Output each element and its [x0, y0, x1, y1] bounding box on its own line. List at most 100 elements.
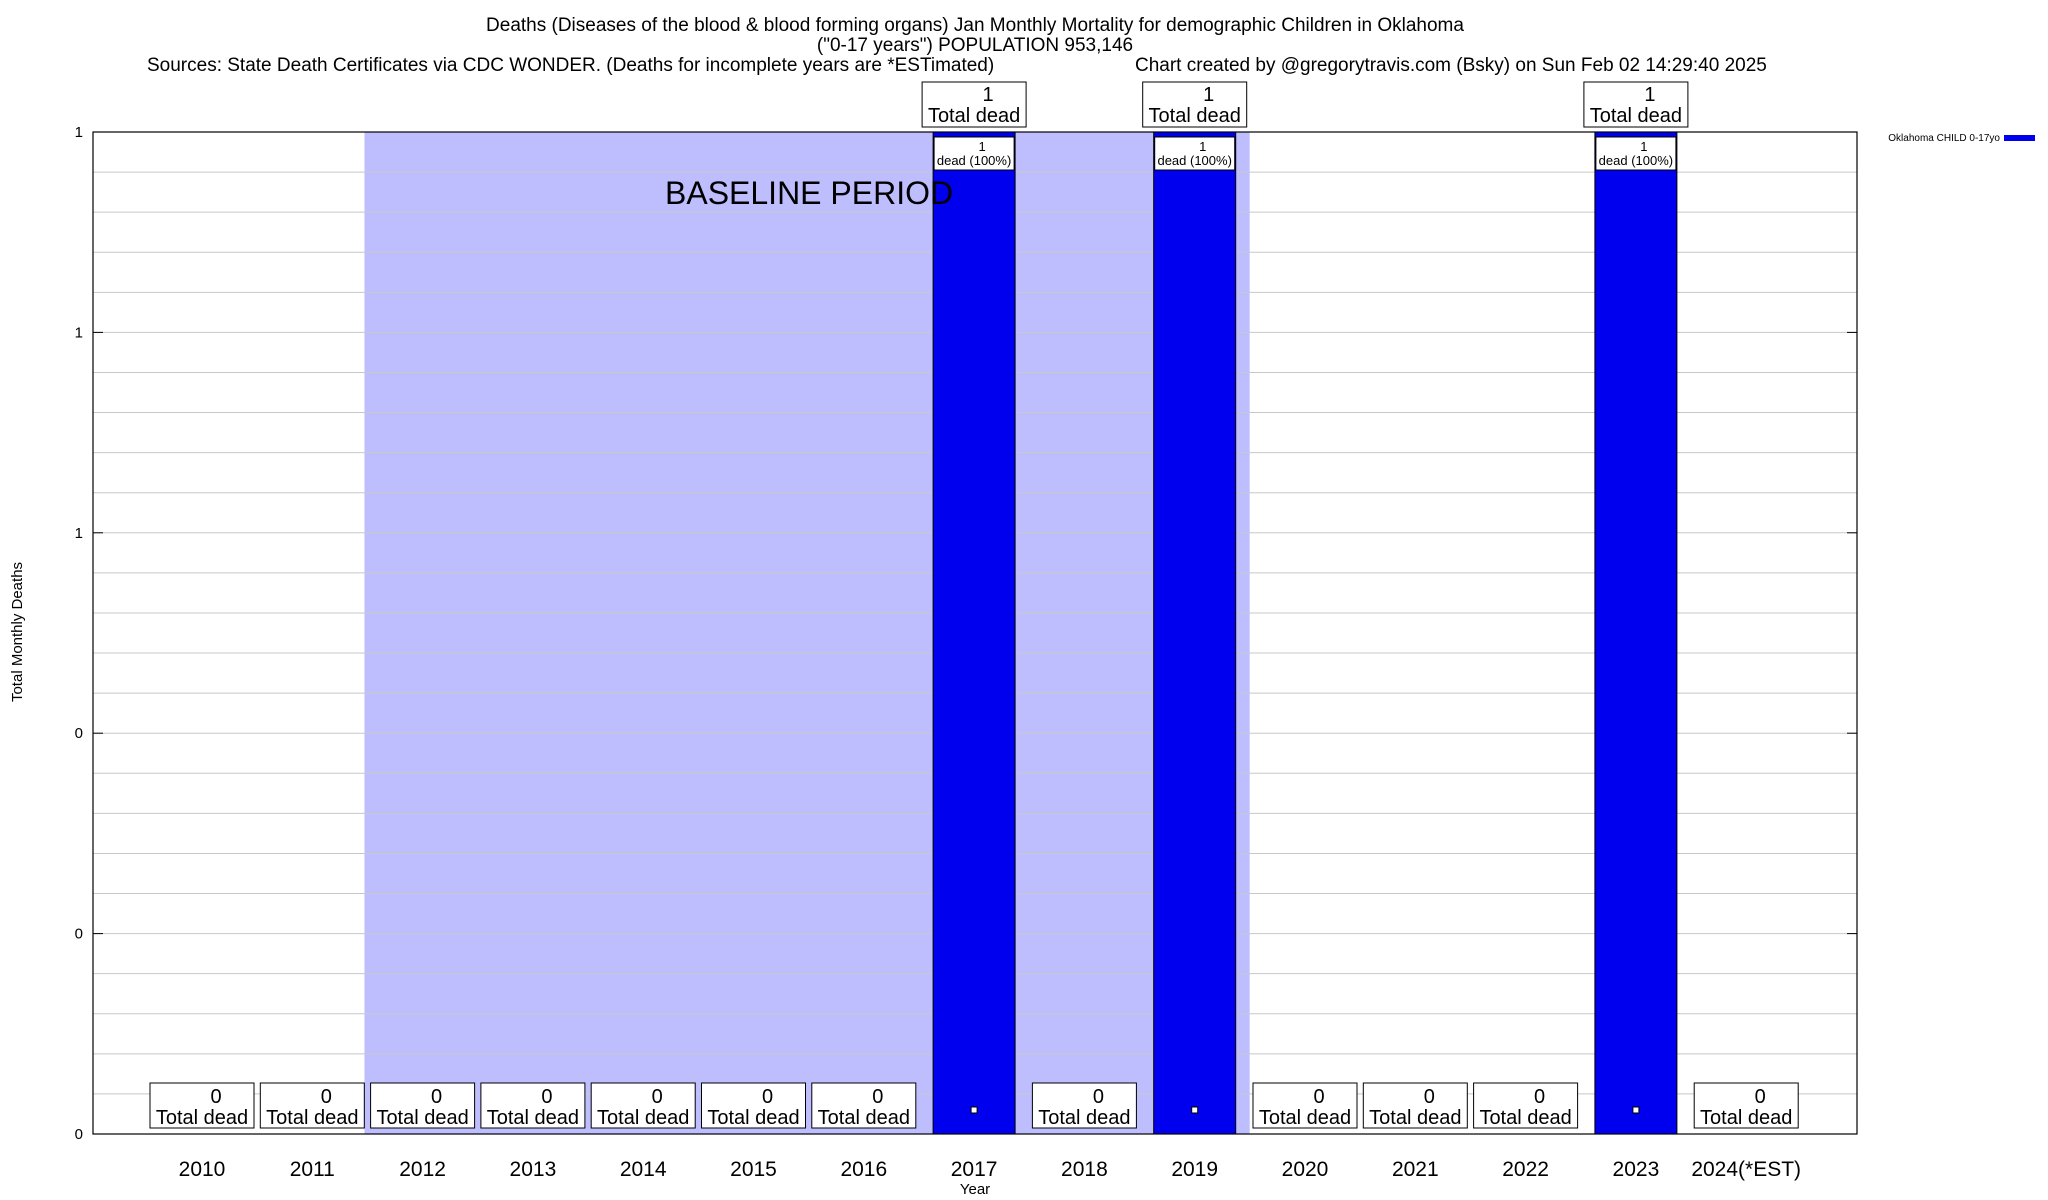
- bar-value: 1: [1640, 139, 1647, 154]
- baseline-period: [364, 132, 1250, 1134]
- total-label-box: [921, 81, 1027, 128]
- y-tick-label: 0: [75, 926, 83, 943]
- bar-2017: [932, 131, 1016, 1135]
- total-label-box: [1473, 1082, 1579, 1129]
- total-text: Total dead: [1590, 105, 1682, 127]
- total-label-box: [1362, 1082, 1468, 1129]
- y-tick-label: 1: [75, 324, 83, 341]
- x-tick-label: 2016: [840, 1158, 887, 1181]
- total-label-box: [811, 1082, 917, 1129]
- bar-value: 1: [978, 139, 985, 154]
- total-label-box: [1693, 1082, 1799, 1129]
- x-tick-label: 2012: [399, 1158, 446, 1181]
- total-label-box: [370, 1082, 476, 1129]
- total-value: 0: [210, 1086, 221, 1108]
- title-line-3: Sources: State Death Certificates via CD…: [147, 55, 994, 76]
- x-tick-label: 2013: [510, 1158, 557, 1181]
- total-value: 0: [1424, 1086, 1435, 1108]
- total-label-box: [701, 1082, 806, 1129]
- bar-value: 1: [1199, 139, 1206, 154]
- baseline-shade: [364, 132, 1250, 1134]
- x-tick-label: 2011: [290, 1158, 335, 1181]
- y-tick-label: 0: [75, 1126, 83, 1143]
- x-tick-label: 2023: [1613, 1158, 1660, 1181]
- total-text: Total dead: [597, 1107, 689, 1129]
- chart-credit: Chart created by @gregorytravis.com (Bsk…: [1135, 55, 1767, 76]
- total-value: 0: [541, 1086, 552, 1108]
- total-label-box: [1583, 81, 1689, 128]
- y-tick-label: 1: [75, 525, 83, 542]
- bar-percent: dead (100%): [937, 153, 1011, 168]
- total-text: Total dead: [487, 1107, 579, 1129]
- total-label-box: [1252, 1082, 1358, 1129]
- title-line-2: ("0-17 years") POPULATION 953,146: [817, 35, 1133, 56]
- x-tick-label: 2015: [730, 1158, 777, 1181]
- legend-label: Oklahoma CHILD 0-17yo: [1888, 133, 2000, 144]
- y-tick-label: 0: [75, 725, 83, 742]
- total-value: 0: [872, 1086, 883, 1108]
- total-text: Total dead: [928, 105, 1020, 127]
- total-text: Total dead: [1149, 105, 1241, 127]
- title-line-1: Deaths (Diseases of the blood & blood fo…: [486, 15, 1464, 36]
- total-text: Total dead: [1700, 1107, 1792, 1129]
- total-value: 0: [321, 1086, 332, 1108]
- axes: 0 0 0 1 1 1 2010 2011 2012 2013 2014 2015 2016 2017 20…: [75, 124, 1858, 1181]
- x-tick-label: 2024(*EST): [1691, 1158, 1801, 1181]
- total-value: 1: [1203, 84, 1214, 106]
- total-value: 0: [1313, 1086, 1324, 1108]
- baseline-period-label: BASELINE PERIOD: [665, 175, 953, 211]
- x-tick-label: 2021: [1392, 1158, 1439, 1181]
- bars: [932, 131, 1678, 1135]
- legend: Oklahoma CHILD 0-17yo: [1888, 133, 2035, 144]
- x-axis-label: Year: [960, 1181, 990, 1198]
- x-tick-label: 2017: [951, 1158, 998, 1181]
- x-tick-label: 2014: [620, 1158, 667, 1181]
- total-label-box: [1142, 81, 1248, 128]
- x-tick-label: 2018: [1061, 1158, 1108, 1181]
- x-tick-label: 2022: [1502, 1158, 1549, 1181]
- plot-frame: [92, 131, 1858, 1135]
- total-label-box: [480, 1082, 586, 1129]
- total-value: 0: [762, 1086, 773, 1108]
- x-marker: [1191, 1106, 1199, 1114]
- bar-percent: dead (100%): [1599, 153, 1673, 168]
- x-marker: [970, 1106, 978, 1114]
- total-text: Total dead: [156, 1107, 248, 1129]
- total-label-box: [259, 1082, 365, 1129]
- bar-label-box: [1595, 136, 1677, 171]
- total-text: Total dead: [707, 1107, 799, 1129]
- legend-swatch: [2004, 135, 2035, 141]
- y-axis-label: Total Monthly Deaths: [9, 562, 26, 702]
- bar-2019: [1153, 131, 1237, 1135]
- bar-2023: [1594, 131, 1678, 1135]
- total-label-box: [149, 1082, 255, 1129]
- x-marker: [1632, 1106, 1640, 1114]
- bar-label-box: [1154, 136, 1236, 171]
- total-text: Total dead: [818, 1107, 910, 1129]
- total-value: 0: [1534, 1086, 1545, 1108]
- total-value: 0: [1755, 1086, 1766, 1108]
- x-tick-label: 2010: [179, 1158, 226, 1181]
- x-tick-label: 2020: [1282, 1158, 1329, 1181]
- total-value: 0: [652, 1086, 663, 1108]
- total-label-box: [1031, 1082, 1137, 1129]
- total-value: 0: [431, 1086, 442, 1108]
